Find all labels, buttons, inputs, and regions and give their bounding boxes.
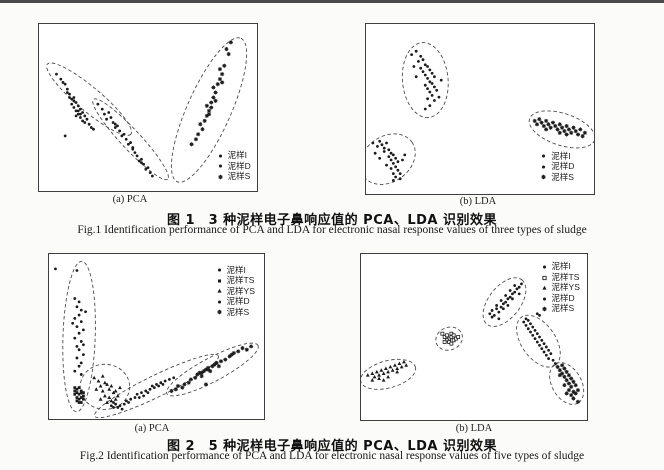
legend-item: 泥样I [539,151,574,162]
scatter-canvas [361,277,585,405]
legend-label: 泥样I [551,261,571,272]
cluster-ellipse [361,358,417,390]
cluster-ellipse [435,326,463,351]
dot-marker-icon [218,164,222,168]
scatter-canvas [46,37,248,183]
legend-label: 泥样D [551,292,575,303]
star-marker-icon [217,174,223,180]
cluster-ellipse [46,62,133,136]
legend-item: 泥样S [539,172,574,183]
legend-item: 泥样YS [215,286,255,297]
fig2-subcaption-lda: (b) LDA [455,423,493,434]
fig1-caption-chinese: 图 1 3 种泥样电子鼻响应值的 PCA、LDA 识别效果 [167,213,497,228]
star-marker-icon [541,175,547,180]
legend-label: 泥样D [551,161,575,172]
star-marker-icon [541,306,547,312]
scatter-plot-fig2-pca: 泥样I 泥样TS 泥样YS 泥样D 泥样S [48,253,265,420]
cluster-ellipse [528,110,594,149]
fig1-subcaption-pca: (a) PCA [112,194,148,205]
cluster-ellipse [516,314,561,368]
legend-item: 泥样I [540,261,580,272]
legend-label: 泥样S [227,171,251,182]
dot-marker-icon [542,165,546,169]
legend-item: 泥样S [216,171,251,182]
legend-label: 泥样I [551,150,571,161]
legend-item: 泥样S [540,303,580,314]
dot-marker-icon [542,297,546,301]
legend-label: 泥样D [227,160,251,171]
legend-item: 泥样D [216,161,251,172]
cluster-ellipse [92,98,169,181]
cluster-ellipse [79,363,131,410]
plot-legend: 泥样I 泥样D 泥样S [216,150,251,182]
legend-item: 泥样I [216,150,251,161]
star-marker-icon [216,310,222,315]
fig2-subcaption-pca: (a) PCA [134,423,170,434]
square-marker-icon [217,279,221,283]
legend-label: 泥样D [226,296,250,307]
legend-label: 泥样S [551,171,574,182]
scatter-plot-fig1-lda: 泥样I 泥样D 泥样S [365,23,595,195]
cluster-ellipse [401,42,449,119]
legend-item: 泥样YS [540,282,580,293]
legend-label: 泥样S [551,303,575,314]
fig2-caption-english: Fig.2 Identification performance of PCA … [79,450,585,462]
legend-label: 泥样TS [551,271,580,282]
dot-marker-icon [217,268,221,273]
triangle-marker-icon [216,289,222,294]
legend-item: 泥样D [540,293,580,304]
cluster-ellipse [366,133,416,185]
fig1-caption-english: Fig.1 Identification performance of PCA … [77,224,587,236]
scatter-canvas [54,260,259,419]
legend-item: 泥样D [539,161,574,172]
legend-label: 泥样YS [551,282,580,293]
dot-marker-icon [542,265,546,269]
legend-label: 泥样I [226,264,246,275]
legend-label: 泥样TS [226,275,255,286]
legend-item: 泥样TS [215,275,255,286]
legend-label: 泥样I [227,150,247,161]
plot-legend: 泥样I 泥样TS 泥样YS 泥样D 泥样S [215,265,255,318]
plot-legend: 泥样I 泥样D 泥样S [539,151,574,183]
plot-legend: 泥样I 泥样TS 泥样YS 泥样D 泥样S [540,261,580,314]
cluster-ellipse [482,277,527,327]
cluster-ellipse [166,342,259,397]
cluster-ellipse [94,353,219,419]
square-open-marker-icon [541,275,547,280]
dot-marker-icon [218,154,222,158]
fig1-subcaption-lda: (b) LDA [459,196,497,207]
dot-marker-icon [217,300,221,304]
legend-item: 泥样D [215,296,255,307]
legend-item: 泥样S [215,307,255,318]
legend-label: 泥样S [226,306,250,317]
triangle-marker-icon [541,286,547,290]
scatter-plot-fig1-pca: 泥样I 泥样D 泥样S [38,23,258,192]
scatter-canvas [366,42,594,185]
page-top-rule [0,0,664,3]
dot-marker-icon [542,154,546,158]
cluster-ellipse [170,37,248,183]
legend-item: 泥样TS [540,272,580,283]
legend-label: 泥样YS [226,285,255,296]
legend-item: 泥样I [215,265,255,276]
fig2-caption-chinese: 图 2 5 种泥样电子鼻响应值的 PCA、LDA 识别效果 [167,439,497,454]
scatter-plot-fig2-lda: 泥样I 泥样TS 泥样YS 泥样D 泥样S [360,253,588,421]
cluster-ellipse [62,260,96,413]
